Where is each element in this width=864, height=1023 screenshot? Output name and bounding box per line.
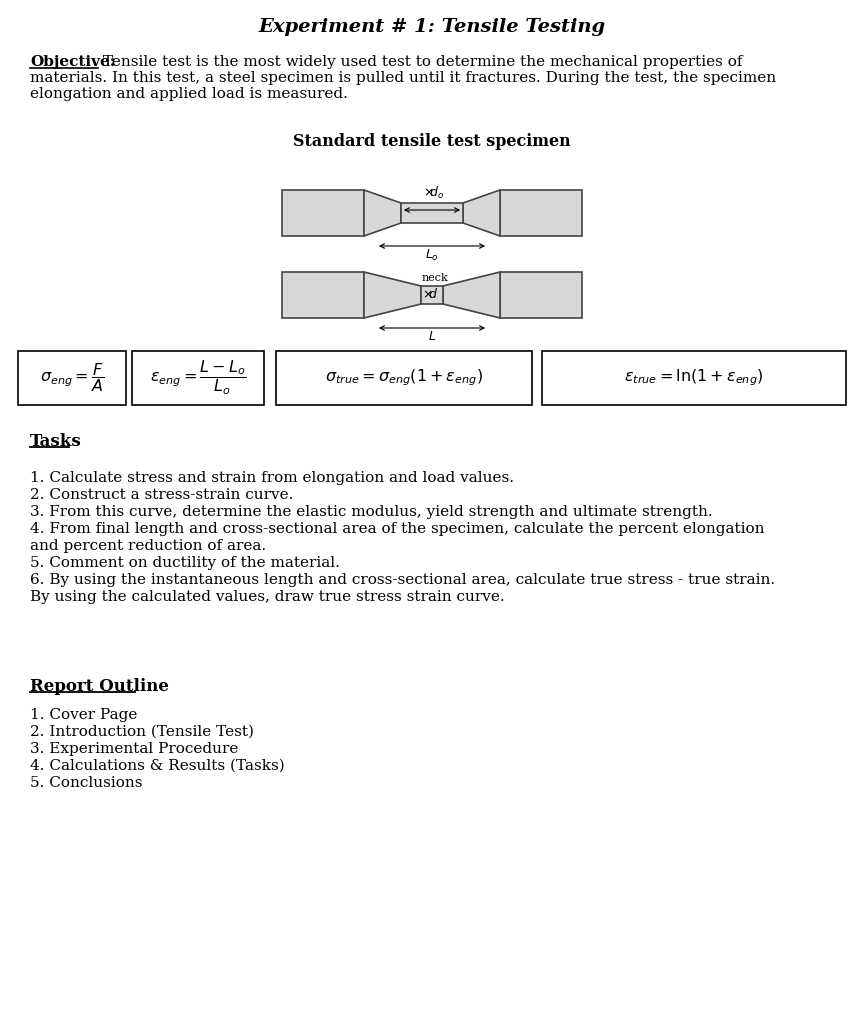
Text: 5. Comment on ductility of the material.: 5. Comment on ductility of the material. bbox=[30, 555, 340, 570]
Text: Tasks: Tasks bbox=[30, 433, 82, 450]
Polygon shape bbox=[364, 272, 421, 318]
Text: $\sigma_{eng} = \dfrac{F}{A}$: $\sigma_{eng} = \dfrac{F}{A}$ bbox=[40, 361, 105, 395]
Text: 5. Conclusions: 5. Conclusions bbox=[30, 776, 143, 790]
Bar bbox=[18, 351, 126, 405]
Text: 3. Experimental Procedure: 3. Experimental Procedure bbox=[30, 742, 238, 756]
Bar bbox=[282, 272, 364, 318]
Bar bbox=[282, 190, 364, 236]
Bar bbox=[276, 351, 532, 405]
Text: 2. Introduction (Tensile Test): 2. Introduction (Tensile Test) bbox=[30, 725, 254, 739]
Text: $L$: $L$ bbox=[428, 330, 436, 343]
Text: By using the calculated values, draw true stress strain curve.: By using the calculated values, draw tru… bbox=[30, 590, 505, 604]
Text: 2. Construct a stress-strain curve.: 2. Construct a stress-strain curve. bbox=[30, 488, 294, 502]
Polygon shape bbox=[364, 190, 401, 236]
Text: Standard tensile test specimen: Standard tensile test specimen bbox=[293, 133, 571, 150]
Text: $L_o$: $L_o$ bbox=[425, 248, 439, 263]
Bar bbox=[132, 351, 264, 405]
Text: 4. Calculations & Results (Tasks): 4. Calculations & Results (Tasks) bbox=[30, 759, 285, 773]
Text: Objective:: Objective: bbox=[30, 55, 116, 69]
Text: 1. Cover Page: 1. Cover Page bbox=[30, 708, 137, 722]
Text: $\times\!\!d_o$: $\times\!\!d_o$ bbox=[423, 185, 445, 201]
Text: materials. In this test, a steel specimen is pulled until it fractures. During t: materials. In this test, a steel specime… bbox=[30, 71, 776, 85]
Text: 6. By using the instantaneous length and cross-sectional area, calculate true st: 6. By using the instantaneous length and… bbox=[30, 573, 775, 587]
Text: Experiment # 1: Tensile Testing: Experiment # 1: Tensile Testing bbox=[258, 18, 606, 36]
Text: neck: neck bbox=[422, 273, 448, 283]
Polygon shape bbox=[443, 272, 500, 318]
Bar bbox=[542, 351, 846, 405]
Text: Report Outline: Report Outline bbox=[30, 678, 168, 695]
Bar bbox=[421, 286, 443, 304]
Text: elongation and applied load is measured.: elongation and applied load is measured. bbox=[30, 87, 348, 101]
Text: 1. Calculate stress and strain from elongation and load values.: 1. Calculate stress and strain from elon… bbox=[30, 471, 514, 485]
Polygon shape bbox=[463, 190, 500, 236]
Text: $\epsilon_{true} = \ln(1 + \epsilon_{eng})$: $\epsilon_{true} = \ln(1 + \epsilon_{eng… bbox=[625, 367, 764, 389]
Text: $\sigma_{true} = \sigma_{eng}(1 + \epsilon_{eng})$: $\sigma_{true} = \sigma_{eng}(1 + \epsil… bbox=[325, 367, 483, 389]
Bar bbox=[500, 272, 582, 318]
Text: Tensile test is the most widely used test to determine the mechanical properties: Tensile test is the most widely used tes… bbox=[98, 55, 742, 69]
Text: $\epsilon_{eng} = \dfrac{L - L_o}{L_o}$: $\epsilon_{eng} = \dfrac{L - L_o}{L_o}$ bbox=[149, 359, 246, 397]
Text: 3. From this curve, determine the elastic modulus, yield strength and ultimate s: 3. From this curve, determine the elasti… bbox=[30, 505, 713, 519]
Bar bbox=[500, 190, 582, 236]
Text: and percent reduction of area.: and percent reduction of area. bbox=[30, 539, 266, 553]
Text: $\times\!\!d$: $\times\!\!d$ bbox=[422, 287, 438, 301]
Bar bbox=[401, 203, 463, 223]
Text: 4. From final length and cross-sectional area of the specimen, calculate the per: 4. From final length and cross-sectional… bbox=[30, 522, 765, 536]
